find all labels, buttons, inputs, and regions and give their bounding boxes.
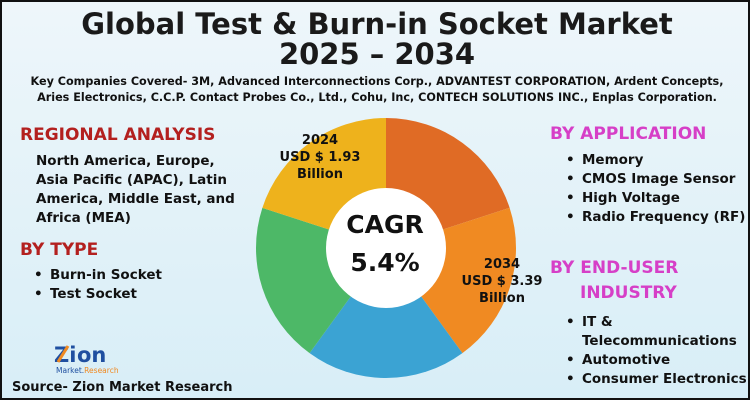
list-item: Burn-in Socket bbox=[32, 266, 162, 285]
by-end-user-heading-1: BY END-USER bbox=[550, 258, 679, 278]
by-end-user-heading-2: INDUSTRY bbox=[580, 283, 677, 303]
start-value: USD $ 1.93 bbox=[279, 150, 361, 165]
list-item: Automotive bbox=[564, 351, 748, 370]
end-value: USD $ 3.39 bbox=[461, 274, 543, 289]
by-end-user-list: IT & Telecommunications Automotive Consu… bbox=[564, 313, 748, 389]
start-unit: Billion bbox=[297, 167, 343, 182]
regional-heading: REGIONAL ANALYSIS bbox=[20, 125, 216, 145]
end-value-label: 2034 USD $ 3.39 Billion bbox=[452, 256, 552, 307]
title-line-1: Global Test & Burn-in Socket Market bbox=[81, 7, 673, 41]
by-type-list: Burn-in Socket Test Socket bbox=[32, 266, 162, 304]
end-year: 2034 bbox=[483, 257, 521, 272]
cagr-label: CAGR bbox=[346, 210, 424, 239]
svg-text:on: on bbox=[77, 343, 106, 367]
list-item: IT & Telecommunications bbox=[564, 313, 748, 351]
cagr-value: 5.4% bbox=[350, 248, 420, 277]
svg-text:Market.Research: Market.Research bbox=[56, 366, 119, 375]
donut-chart bbox=[256, 118, 516, 378]
by-application-heading: BY APPLICATION bbox=[550, 124, 707, 144]
donut-hole bbox=[326, 188, 446, 308]
list-item: Consumer Electronics bbox=[564, 370, 748, 389]
list-item: Radio Frequency (RF) bbox=[564, 208, 745, 227]
regional-text: North America, Europe, Asia Pacific (APA… bbox=[36, 153, 235, 226]
start-value-label: 2024 USD $ 1.93 Billion bbox=[270, 132, 370, 183]
key-companies: Key Companies Covered- 3M, Advanced Inte… bbox=[30, 75, 724, 104]
by-application-list: Memory CMOS Image Sensor High Voltage Ra… bbox=[564, 151, 745, 227]
list-item: Test Socket bbox=[32, 285, 162, 304]
list-item: High Voltage bbox=[564, 189, 745, 208]
list-item: Memory bbox=[564, 151, 745, 170]
end-unit: Billion bbox=[479, 291, 525, 306]
list-item: CMOS Image Sensor bbox=[564, 170, 745, 189]
source-text: Source- Zion Market Research bbox=[12, 380, 233, 395]
title-line-2: 2025 – 2034 bbox=[278, 37, 476, 71]
svg-text:Zi: Zi bbox=[54, 343, 76, 367]
by-type-heading: BY TYPE bbox=[20, 240, 99, 260]
start-year: 2024 bbox=[301, 133, 339, 148]
donut-slice bbox=[309, 248, 463, 378]
zion-logo: Zi on Market.Research bbox=[54, 343, 119, 375]
